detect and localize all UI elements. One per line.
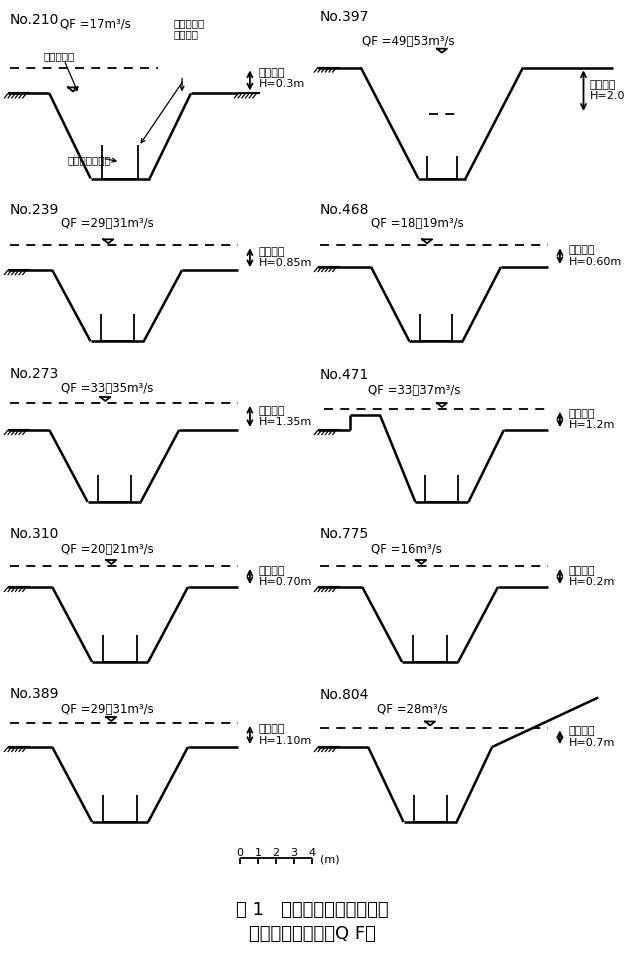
Text: QF =33～37m³/s: QF =33～37m³/s (368, 385, 461, 397)
Text: QF =17m³/s: QF =17m³/s (60, 17, 131, 31)
Text: No.273: No.273 (10, 367, 59, 382)
Text: 溢水水深
H=1.35m: 溢水水深 H=1.35m (259, 406, 312, 427)
Text: 溢水水深
H=0.3m: 溢水水深 H=0.3m (259, 67, 305, 90)
Text: 図 1   洪水流流下痕跡および: 図 1 洪水流流下痕跡および (236, 901, 388, 919)
Text: QF =29～31m³/s: QF =29～31m³/s (61, 703, 154, 716)
Text: 0: 0 (236, 848, 243, 858)
Text: QF =16m³/s: QF =16m³/s (371, 543, 442, 556)
Text: 溢水水深
H=0.70m: 溢水水深 H=0.70m (259, 566, 312, 587)
Text: No.471: No.471 (320, 368, 369, 382)
Text: 溢水水深
H=1.10m: 溢水水深 H=1.10m (259, 724, 312, 746)
Text: 水路満水位: 水路満水位 (44, 51, 75, 62)
Text: No.775: No.775 (320, 527, 369, 542)
Text: QF =49～53m³/s: QF =49～53m³/s (363, 35, 455, 48)
Text: QF =28m³/s: QF =28m³/s (377, 703, 448, 716)
Text: No.239: No.239 (10, 202, 59, 217)
Text: QF =20～21m³/s: QF =20～21m³/s (61, 543, 154, 556)
Text: 溢水水深
H=0.2m: 溢水水深 H=0.2m (568, 566, 615, 587)
Text: 洪水痕跡: 洪水痕跡 (173, 29, 198, 40)
Text: QF =18～19m³/s: QF =18～19m³/s (371, 217, 464, 230)
Text: 溢水水深
H=0.60m: 溢水水深 H=0.60m (568, 246, 622, 267)
Text: 溢水水深
H=0.85m: 溢水水深 H=0.85m (259, 247, 312, 269)
Text: 1: 1 (255, 848, 261, 858)
Text: No.310: No.310 (10, 527, 59, 542)
Text: 水路フルーム部: 水路フルーム部 (67, 155, 110, 165)
Text: No.804: No.804 (320, 688, 369, 702)
Text: No.389: No.389 (10, 687, 59, 702)
Text: No.397: No.397 (320, 10, 369, 24)
Text: 溢水水深
H=1.2m: 溢水水深 H=1.2m (568, 409, 615, 430)
Text: 4: 4 (308, 848, 316, 858)
Text: 水路盛土部: 水路盛土部 (173, 18, 205, 28)
Text: 溢水水深
H=0.7m: 溢水水深 H=0.7m (568, 727, 615, 748)
Text: No.468: No.468 (320, 202, 369, 217)
Text: 3: 3 (291, 848, 298, 858)
Text: QF =29～31m³/s: QF =29～31m³/s (61, 217, 154, 230)
Text: No.210: No.210 (10, 13, 59, 27)
Text: 推定洪水流下量（Q F）: 推定洪水流下量（Q F） (248, 925, 376, 943)
Text: (m): (m) (320, 855, 339, 865)
Text: 溢水水深
H=2.00m: 溢水水深 H=2.00m (590, 80, 624, 101)
Text: 2: 2 (273, 848, 280, 858)
Text: QF =33～35m³/s: QF =33～35m³/s (61, 382, 154, 394)
